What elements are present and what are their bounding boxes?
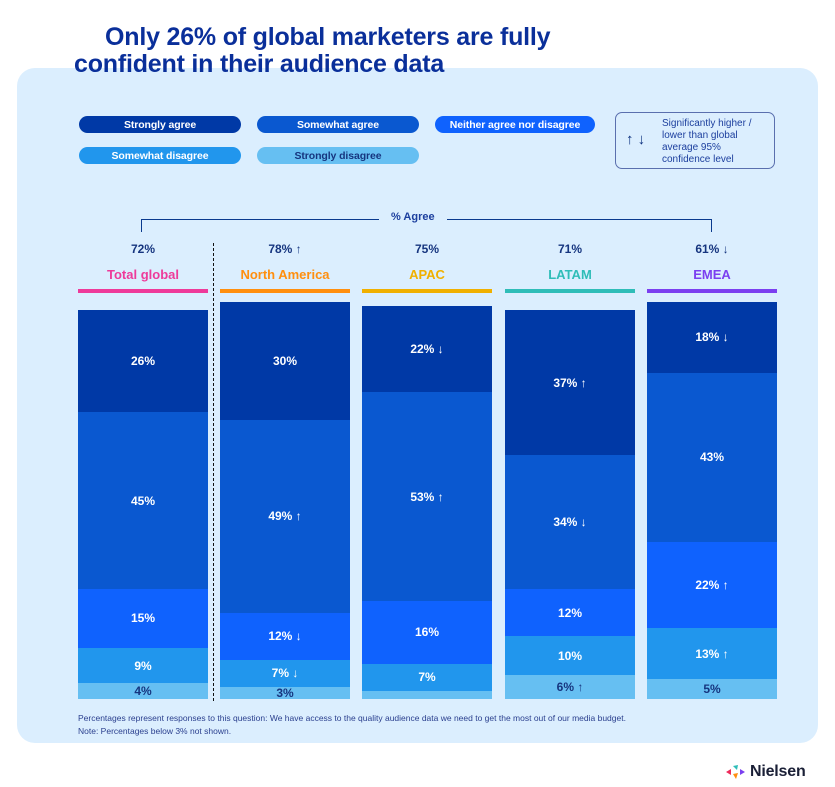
legend-neither: Neither agree nor disagree xyxy=(435,116,595,133)
title-line-2: confident in their audience data xyxy=(74,50,445,78)
segment-somewhat-agree: 34% ↓ xyxy=(505,455,635,589)
bar-total-global: 26% 45% 15% 9% 4% xyxy=(78,310,208,699)
agree-bracket-label: % Agree xyxy=(379,211,447,223)
data-label: 9% xyxy=(134,658,152,673)
data-label: 12% xyxy=(557,605,583,620)
category-label-north-america: North America xyxy=(240,267,330,282)
data-label: 43% xyxy=(699,450,725,465)
segment-strongly-agree: 30% xyxy=(220,302,350,420)
bar-emea: 18% ↓ 43% 22% ↑ 13% ↑ 5% xyxy=(647,302,777,699)
agree-total-total-global: 72% xyxy=(130,242,156,256)
segment-neither-agree-nor-disagree: 22% ↑ xyxy=(647,541,777,629)
segment-somewhat-agree: 53% ↑ xyxy=(362,392,492,601)
segment-strongly-disagree: 3% xyxy=(220,686,350,701)
segment-neither-agree-nor-disagree: 12% xyxy=(505,588,635,637)
segment-somewhat-disagree: 10% xyxy=(505,636,635,676)
footnote-question: Percentages represent responses to this … xyxy=(78,713,626,723)
category-underline-north-america xyxy=(220,289,350,293)
segment-somewhat-agree: 49% ↑ xyxy=(220,419,350,613)
legend-strongly-agree: Strongly agree xyxy=(79,116,241,133)
agree-total-north-america: 78% ↑ xyxy=(268,242,302,256)
segment-strongly-disagree xyxy=(362,691,492,699)
segment-somewhat-disagree: 7% xyxy=(362,663,492,692)
segment-strongly-disagree: 6% ↑ xyxy=(505,675,635,699)
data-label: 6% ↑ xyxy=(556,680,584,695)
segment-strongly-agree: 37% ↑ xyxy=(505,310,635,456)
data-label: 26% xyxy=(130,354,156,369)
category-underline-latam xyxy=(505,289,635,293)
category-underline-emea xyxy=(647,289,777,293)
bar-latam: 37% ↑ 34% ↓ 12% 10% 6% ↑ xyxy=(505,310,635,699)
title-line-1: Only 26% of global marketers are fully xyxy=(105,23,551,51)
data-label: 5% xyxy=(703,682,721,697)
data-label: 4% xyxy=(134,684,152,699)
legend-label: Somewhat agree xyxy=(296,118,380,131)
category-label-latam: LATAM xyxy=(548,267,592,282)
segment-strongly-agree: 26% xyxy=(78,310,208,413)
category-label-emea: EMEA xyxy=(693,267,731,282)
segment-strongly-agree: 22% ↓ xyxy=(362,306,492,393)
data-label: 18% ↓ xyxy=(695,330,729,345)
footnote-note: Note: Percentages below 3% not shown. xyxy=(78,726,232,736)
bar-apac: 22% ↓ 53% ↑ 16% 7% xyxy=(362,306,492,699)
data-label: 22% ↑ xyxy=(695,578,729,592)
data-label: 13% ↑ xyxy=(695,646,729,661)
category-underline-apac xyxy=(362,289,492,293)
legend-strongly-disagree: Strongly disagree xyxy=(257,147,419,164)
legend-label: Strongly disagree xyxy=(294,149,382,162)
data-label: 34% ↓ xyxy=(553,515,587,530)
category-underline-total-global xyxy=(78,289,208,293)
data-label: 30% xyxy=(272,353,298,368)
segment-strongly-disagree: 4% xyxy=(78,683,208,699)
segment-somewhat-disagree: 9% xyxy=(78,647,208,684)
legend-label: Somewhat disagree xyxy=(111,149,209,162)
data-label: 45% xyxy=(130,493,156,508)
data-label: 10% xyxy=(557,648,583,663)
data-label: 12% ↓ xyxy=(268,629,302,644)
data-label: 3% xyxy=(276,686,294,701)
segment-neither-agree-nor-disagree: 15% xyxy=(78,588,208,648)
significance-legend: ↑ ↓ Significantly higher / lower than gl… xyxy=(615,112,775,169)
nielsen-logo-icon xyxy=(726,765,745,779)
segment-strongly-agree: 18% ↓ xyxy=(647,302,777,373)
legend-somewhat-disagree: Somewhat disagree xyxy=(79,147,241,164)
segment-somewhat-agree: 45% xyxy=(78,412,208,589)
legend-somewhat-agree: Somewhat agree xyxy=(257,116,419,133)
agree-total-emea: 61% ↓ xyxy=(695,242,729,256)
data-label: 49% ↑ xyxy=(268,509,302,524)
up-down-arrows-icon: ↑ ↓ xyxy=(626,131,646,148)
legend-label: Strongly agree xyxy=(123,118,197,131)
data-label: 15% xyxy=(130,611,156,626)
segment-strongly-disagree: 5% xyxy=(647,679,777,699)
segment-somewhat-disagree: 7% ↓ xyxy=(220,659,350,688)
data-label: 7% ↓ xyxy=(271,666,299,681)
data-label: 53% ↑ xyxy=(410,489,444,504)
agree-total-latam: 71% xyxy=(557,242,583,256)
brand-name: Nielsen xyxy=(750,763,806,780)
segment-somewhat-disagree: 13% ↑ xyxy=(647,628,777,680)
agree-total-apac: 75% xyxy=(414,242,440,256)
data-label: 37% ↑ xyxy=(553,375,587,390)
category-label-apac: APAC xyxy=(409,267,445,282)
total-divider xyxy=(213,243,214,701)
significance-text: Significantly higher / lower than global… xyxy=(662,118,752,165)
segment-somewhat-agree: 43% xyxy=(647,372,777,542)
data-label: 16% xyxy=(414,625,440,640)
nielsen-logo: Nielsen xyxy=(725,763,806,781)
segment-neither-agree-nor-disagree: 12% ↓ xyxy=(220,612,350,660)
data-label: 7% xyxy=(418,670,436,685)
data-label: 22% ↓ xyxy=(410,342,444,357)
bar-north-america: 30% 49% ↑ 12% ↓ 7% ↓ 3% xyxy=(220,302,350,701)
segment-neither-agree-nor-disagree: 16% xyxy=(362,600,492,664)
chart-title: Only 26% of global marketers are fully c… xyxy=(74,24,674,78)
category-label-total-global: Total global xyxy=(107,267,179,282)
legend-label: Neither agree nor disagree xyxy=(449,118,581,131)
